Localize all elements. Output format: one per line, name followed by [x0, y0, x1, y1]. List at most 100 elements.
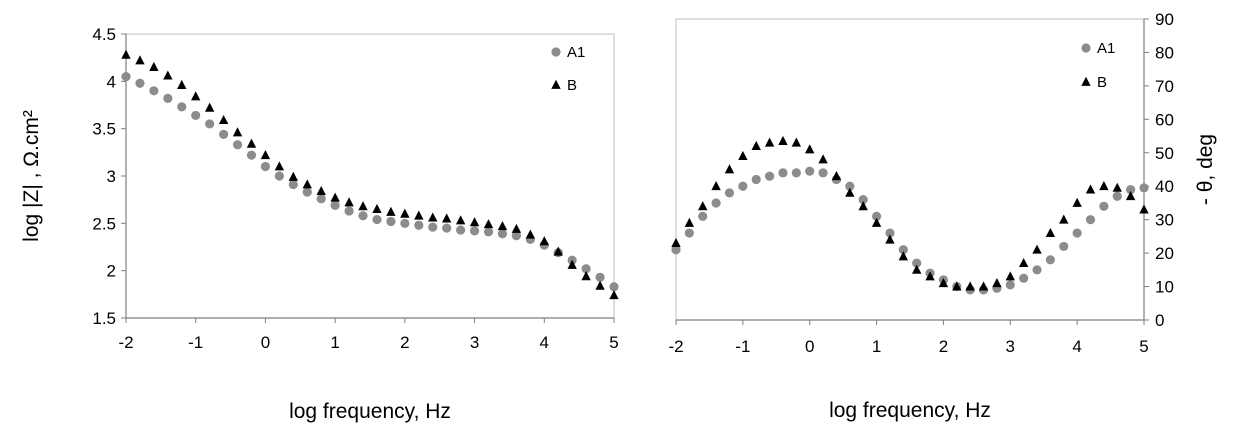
data-point-b — [1059, 214, 1069, 224]
data-point-b — [539, 236, 549, 246]
data-point-a1 — [1072, 228, 1082, 238]
data-point-a1 — [191, 110, 201, 121]
data-point-a1 — [177, 102, 187, 112]
data-point-a1 — [1099, 201, 1109, 211]
data-point-a1 — [288, 179, 298, 190]
data-point-b — [1112, 182, 1122, 192]
data-point-b — [344, 197, 354, 207]
y-axis-label: log |Z| , Ω.cm² — [20, 110, 43, 242]
x-tick-label: -2 — [118, 333, 133, 352]
legend-marker-b — [551, 79, 561, 89]
data-point-b — [567, 259, 577, 269]
data-point-b — [724, 164, 735, 174]
data-point-a1 — [711, 198, 721, 208]
data-point-a1 — [684, 228, 694, 238]
data-point-b — [871, 217, 882, 227]
data-point-a1 — [858, 195, 868, 205]
legend-label-a1: A1 — [1097, 40, 1115, 57]
data-point-a1 — [344, 206, 354, 216]
data-point-a1 — [1139, 183, 1149, 193]
data-point-b — [218, 114, 229, 125]
data-point-a1 — [751, 174, 761, 185]
data-point-b — [595, 280, 605, 290]
data-point-b — [791, 137, 802, 147]
data-point-b — [1125, 191, 1136, 201]
data-point-b — [1099, 181, 1109, 191]
data-point-b — [1018, 257, 1029, 268]
data-point-a1 — [609, 282, 619, 292]
data-point-a1 — [581, 264, 591, 274]
data-point-b — [671, 237, 681, 247]
x-tick-label: 4 — [1072, 337, 1081, 356]
data-point-a1 — [778, 168, 788, 178]
x-tick-label: 2 — [939, 337, 948, 356]
y-tick-label: 40 — [1155, 177, 1174, 196]
data-point-a1 — [1059, 241, 1069, 252]
data-point-b — [1005, 271, 1015, 281]
data-point-b — [316, 185, 326, 196]
data-point-a1 — [1112, 191, 1122, 201]
data-point-a1 — [205, 119, 215, 129]
data-point-a1 — [845, 181, 855, 191]
data-point-b — [455, 215, 466, 225]
x-tick-label: 5 — [1139, 337, 1148, 356]
data-point-b — [1032, 244, 1042, 254]
x-tick-label: 0 — [805, 337, 814, 356]
legend-marker-a1 — [1081, 43, 1091, 53]
data-point-a1 — [818, 168, 828, 178]
data-point-b — [751, 140, 761, 150]
data-point-a1 — [274, 171, 284, 181]
y-tick-label: 80 — [1155, 43, 1174, 62]
data-point-a1 — [885, 228, 895, 238]
legend-marker-b — [1081, 76, 1091, 86]
data-point-a1 — [400, 218, 410, 228]
x-tick-label: 0 — [261, 333, 270, 352]
y-tick-label: 4.5 — [92, 25, 116, 44]
data-point-b — [845, 187, 855, 197]
y-tick-label: 10 — [1155, 278, 1174, 297]
data-point-a1 — [511, 231, 521, 241]
data-point-b — [414, 210, 424, 220]
legend-label-b: B — [567, 77, 577, 94]
data-point-b — [553, 246, 563, 256]
y-tick-label: 2.5 — [92, 214, 116, 233]
data-point-a1 — [372, 214, 382, 225]
data-point-a1 — [330, 200, 340, 210]
data-point-a1 — [428, 222, 438, 232]
data-point-a1 — [1085, 215, 1096, 225]
plot-area-1 — [125, 33, 615, 319]
data-point-b — [469, 217, 480, 227]
x-tick-label: 1 — [330, 333, 339, 352]
data-point-a1 — [765, 171, 775, 181]
data-point-b — [1085, 184, 1096, 194]
x-tick-label: 3 — [470, 333, 479, 352]
data-point-a1 — [738, 181, 748, 191]
y-tick-label: 30 — [1155, 211, 1174, 230]
data-point-b — [191, 91, 201, 101]
data-point-a1 — [724, 188, 735, 198]
data-point-b — [885, 234, 895, 244]
data-point-b — [965, 281, 975, 291]
data-point-a1 — [302, 187, 312, 197]
y-tick-label: 3.5 — [92, 120, 116, 139]
data-point-a1 — [149, 86, 159, 96]
data-point-b — [330, 192, 340, 202]
data-point-b — [1072, 197, 1082, 207]
data-point-b — [831, 170, 842, 181]
data-point-b — [232, 127, 243, 137]
y-tick-label: 3 — [107, 167, 116, 186]
data-point-a1 — [1126, 184, 1136, 195]
data-point-b — [609, 290, 619, 300]
x-tick-label: 4 — [540, 333, 549, 352]
data-point-b — [511, 223, 522, 233]
x-tick-label: 1 — [872, 337, 881, 356]
y-axis-label: - θ, deg — [1194, 134, 1217, 205]
data-point-b — [246, 138, 257, 148]
data-point-b — [581, 271, 591, 281]
legend-label-b: B — [1097, 74, 1107, 91]
data-point-b — [778, 135, 788, 145]
data-point-b — [274, 161, 285, 171]
data-point-b — [698, 201, 708, 211]
